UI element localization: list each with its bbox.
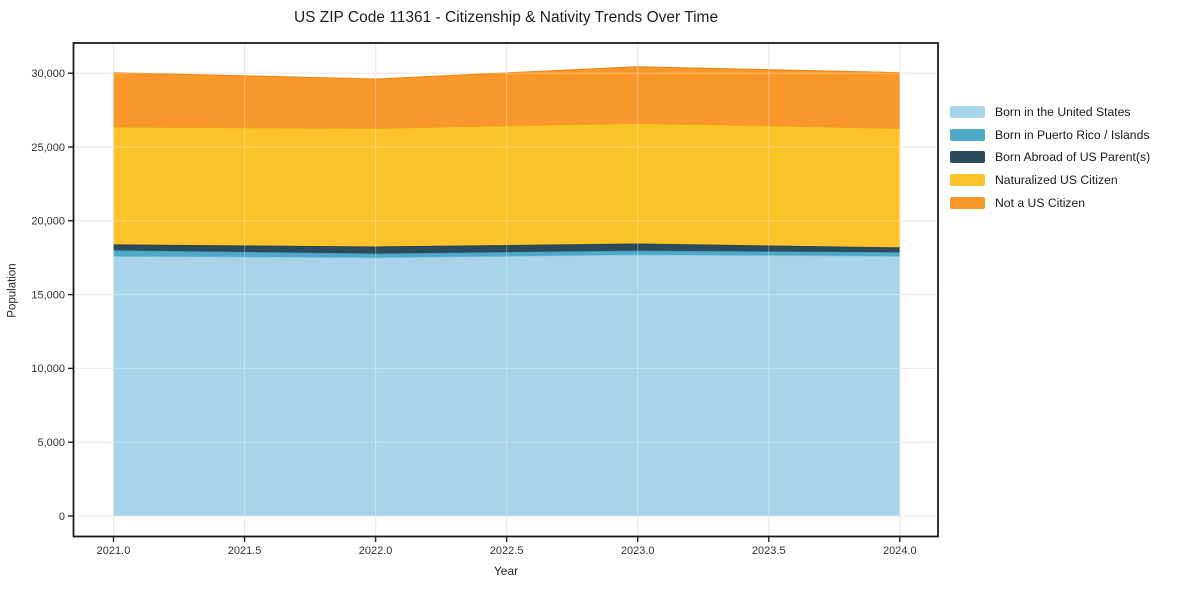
legend-label-0: Born in the United States bbox=[995, 105, 1131, 120]
legend-item-2: Born Abroad of US Parent(s) bbox=[950, 146, 1150, 169]
x-tick-label: 2021.5 bbox=[228, 545, 262, 557]
legend: Born in the United States Born in Puerto … bbox=[950, 101, 1150, 214]
plot-border bbox=[72, 42, 939, 538]
y-tick-label: 15,000 bbox=[31, 289, 65, 301]
legend-item-3: Naturalized US Citizen bbox=[950, 169, 1150, 192]
x-axis-label: Year bbox=[493, 564, 519, 578]
area-series-3 bbox=[113, 123, 900, 248]
x-tick-label: 2022.0 bbox=[359, 545, 393, 557]
x-tick-label: 2024.0 bbox=[883, 545, 917, 557]
legend-item-4: Not a US Citizen bbox=[950, 191, 1150, 214]
legend-label-3: Naturalized US Citizen bbox=[995, 173, 1118, 188]
chart-title: US ZIP Code 11361 - Citizenship & Nativi… bbox=[293, 9, 719, 26]
y-axis-label: Population bbox=[6, 263, 19, 318]
area-edge-4 bbox=[113, 66, 900, 80]
x-tick-label: 2023.0 bbox=[621, 545, 655, 557]
legend-swatch-1 bbox=[950, 128, 985, 141]
legend-item-1: Born in Puerto Rico / Islands bbox=[950, 124, 1150, 147]
legend-swatch-4 bbox=[950, 196, 985, 209]
legend-item-0: Born in the United States bbox=[950, 101, 1150, 124]
legend-swatch-2 bbox=[950, 151, 985, 164]
legend-swatch-3 bbox=[950, 174, 985, 187]
legend-label-4: Not a US Citizen bbox=[995, 195, 1086, 210]
y-tick-label: 25,000 bbox=[31, 142, 65, 154]
y-tick-label: 10,000 bbox=[31, 363, 65, 375]
y-tick-label: 0 bbox=[59, 511, 65, 523]
area-series-4 bbox=[113, 66, 900, 129]
area-series-0 bbox=[113, 254, 900, 517]
area-series-1 bbox=[113, 250, 900, 258]
legend-label-2: Born Abroad of US Parent(s) bbox=[995, 150, 1151, 165]
x-tick-label: 2022.5 bbox=[490, 545, 524, 557]
x-tick-label: 2023.5 bbox=[752, 545, 786, 557]
legend-label-1: Born in Puerto Rico / Islands bbox=[995, 127, 1150, 142]
y-tick-label: 20,000 bbox=[31, 216, 65, 228]
y-tick-label: 5,000 bbox=[37, 437, 65, 449]
legend-swatch-0 bbox=[950, 106, 985, 119]
y-tick-label: 30,000 bbox=[31, 68, 65, 80]
x-tick-label: 2021.0 bbox=[97, 545, 131, 557]
